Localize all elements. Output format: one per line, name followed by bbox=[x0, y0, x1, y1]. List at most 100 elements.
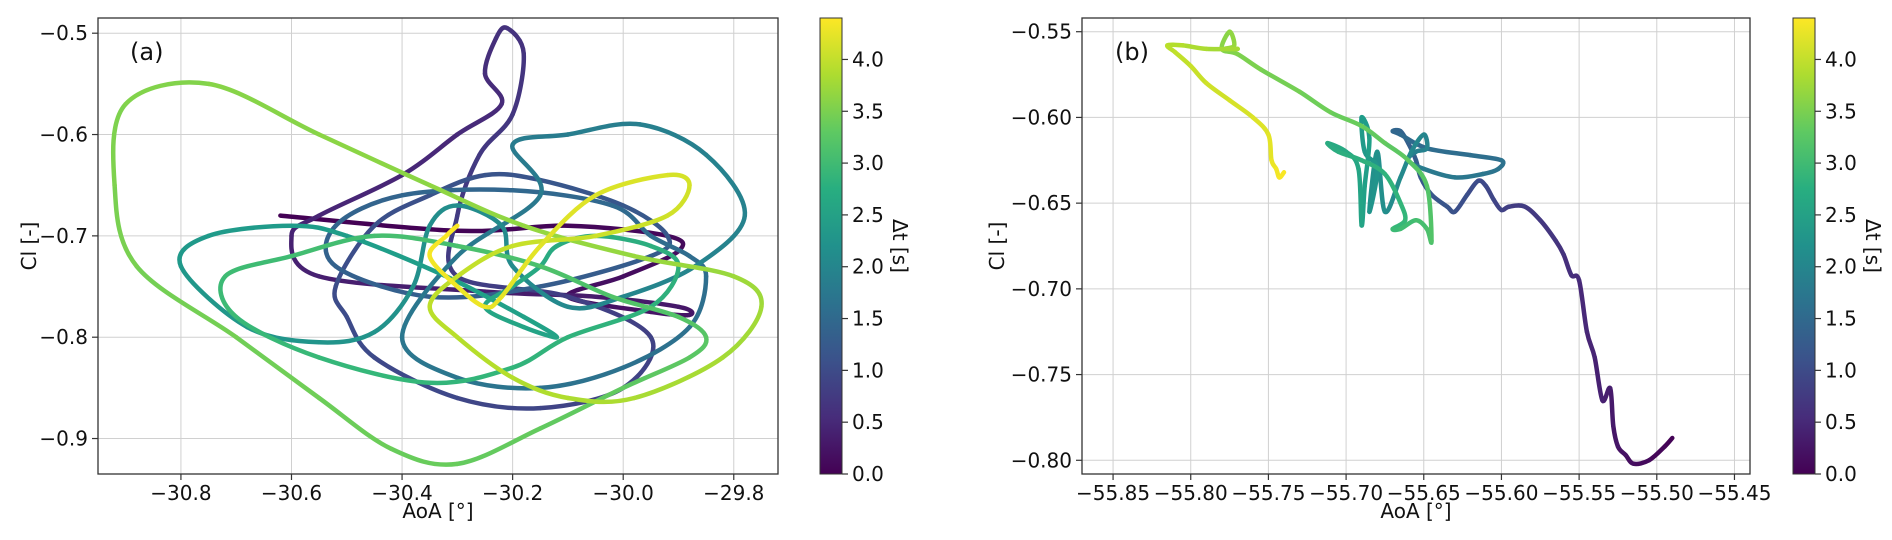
trajectory-segment bbox=[620, 264, 698, 299]
trajectory-segment bbox=[609, 294, 681, 320]
trajectory-segment bbox=[427, 304, 460, 340]
trajectory-segment bbox=[233, 334, 322, 401]
trajectory-segment bbox=[720, 304, 764, 360]
panel-label-a: (a) bbox=[130, 38, 163, 66]
x-axis-label-a: AoA [°] bbox=[402, 499, 473, 523]
trajectory-segment bbox=[372, 233, 460, 249]
y-tick-label: −0.8 bbox=[39, 325, 88, 349]
trajectory-segment bbox=[1277, 170, 1287, 180]
y-tick-label: −0.65 bbox=[1011, 191, 1072, 215]
trajectory-segment bbox=[1297, 89, 1333, 115]
trajectory-segment bbox=[731, 274, 764, 310]
colorbar-frame-a bbox=[819, 17, 843, 475]
trajectory-segment bbox=[177, 233, 211, 269]
trajectory-segment bbox=[632, 253, 737, 279]
trajectory-segment bbox=[316, 355, 432, 386]
trajectory-segment bbox=[427, 182, 526, 228]
trajectory-segment bbox=[1424, 146, 1473, 158]
colorbar-tick-label: 2.5 bbox=[1825, 203, 1857, 227]
trajectory-segment bbox=[1405, 158, 1430, 189]
trajectory-segment bbox=[1204, 80, 1232, 103]
trajectory-segment bbox=[538, 365, 626, 391]
trajectory-segment bbox=[565, 294, 654, 340]
x-tick-label: −55.60 bbox=[1464, 481, 1538, 505]
trajectory-segment bbox=[538, 264, 615, 299]
trajectory-segment bbox=[1359, 123, 1388, 146]
trajectory-segment bbox=[510, 375, 571, 401]
trajectory-segment bbox=[1382, 140, 1411, 163]
trajectory-segment bbox=[1592, 355, 1605, 403]
trajectory-segment bbox=[1359, 114, 1372, 141]
x-tick-label: −30.6 bbox=[261, 481, 322, 505]
trajectory-segment bbox=[482, 171, 543, 183]
colorbar-a: 0.0 0.5 1.0 1.5 2.0 2.5 3.0 3.5 4.0 Δt [s] bbox=[819, 17, 912, 486]
trajectory-segment bbox=[316, 274, 488, 294]
trajectory-segment bbox=[1465, 178, 1481, 197]
trajectory-segment bbox=[289, 233, 377, 259]
colorbar-tick-label: 0.5 bbox=[852, 410, 884, 434]
trajectory-segment bbox=[455, 101, 504, 137]
y-tick-label: −0.55 bbox=[1011, 20, 1072, 44]
trajectory-segment bbox=[1180, 43, 1209, 52]
colorbar-tick-label: 0.0 bbox=[852, 462, 884, 486]
trajectory-segment bbox=[399, 334, 460, 380]
trajectory-segment bbox=[648, 233, 692, 259]
y-tick-label: −0.5 bbox=[39, 21, 88, 45]
x-tick-label: −55.80 bbox=[1154, 481, 1228, 505]
trajectory-segment bbox=[112, 182, 139, 269]
trajectory-b bbox=[1164, 29, 1675, 467]
colorbar-tick-label: 4.0 bbox=[1825, 47, 1857, 71]
x-tick-label: −30.8 bbox=[150, 481, 211, 505]
trajectory-segment bbox=[482, 36, 499, 76]
trajectory-segment bbox=[316, 329, 377, 345]
trajectory-segment bbox=[665, 182, 692, 218]
y-tick-label: −0.60 bbox=[1011, 105, 1072, 129]
trajectory-segment bbox=[1359, 158, 1388, 177]
trajectory-segment bbox=[1421, 166, 1458, 180]
x-axis-label-b: AoA [°] bbox=[1380, 499, 1451, 523]
trajectory-segment bbox=[427, 253, 460, 289]
trajectory-segment bbox=[316, 172, 405, 218]
x-tick-label: −55.55 bbox=[1542, 481, 1616, 505]
colorbar-tick-label: 1.0 bbox=[1825, 358, 1857, 382]
trajectory-segment bbox=[692, 213, 748, 269]
trajectory-segment bbox=[510, 51, 527, 117]
trajectory-segment bbox=[565, 121, 643, 137]
y-tick-label: −0.80 bbox=[1011, 448, 1072, 472]
trajectory-segment bbox=[1235, 51, 1263, 72]
trajectory-segment bbox=[455, 284, 488, 310]
colorbar-tick-label: 2.5 bbox=[852, 203, 884, 227]
trajectory-segment bbox=[1188, 63, 1209, 86]
trajectory-segment bbox=[1165, 42, 1186, 48]
trajectory-segment bbox=[1480, 166, 1501, 177]
colorbar-tick-label: 2.0 bbox=[852, 255, 884, 279]
trajectory-segment bbox=[123, 80, 211, 107]
trajectory-segment bbox=[455, 243, 543, 269]
trajectory-segment bbox=[222, 253, 294, 279]
trajectory-segment bbox=[332, 284, 350, 320]
trajectory-segment bbox=[1576, 278, 1590, 334]
trajectory-segment bbox=[637, 122, 709, 158]
trajectory-segment bbox=[477, 112, 515, 158]
trajectory-segment bbox=[455, 152, 482, 218]
trajectory-segment bbox=[388, 446, 460, 467]
trajectory-segment bbox=[1250, 115, 1271, 137]
trajectory-segment bbox=[1367, 166, 1380, 214]
trajectory-segment bbox=[687, 274, 709, 330]
trajectory-segment bbox=[1522, 204, 1543, 223]
trajectory-segment bbox=[510, 334, 571, 370]
colorbar-tick-label: 3.0 bbox=[1825, 151, 1857, 175]
y-axis-label-b: Cl [-] bbox=[985, 222, 1009, 271]
y-tick-label: −0.70 bbox=[1011, 277, 1072, 301]
trajectory-segment bbox=[399, 253, 460, 340]
trajectory-segment bbox=[1398, 149, 1414, 180]
colorbar-tick-label: 3.5 bbox=[852, 99, 884, 123]
colorbar-label-a: Δt [s] bbox=[888, 219, 912, 273]
trajectory-segment bbox=[316, 395, 394, 451]
y-tick-label: −0.9 bbox=[39, 427, 88, 451]
trajectory-segment bbox=[455, 334, 515, 380]
trajectory-segment bbox=[372, 193, 432, 228]
trajectory-segment bbox=[538, 243, 560, 269]
trajectory-segment bbox=[446, 213, 460, 279]
x-tick-label: −30.4 bbox=[371, 481, 432, 505]
